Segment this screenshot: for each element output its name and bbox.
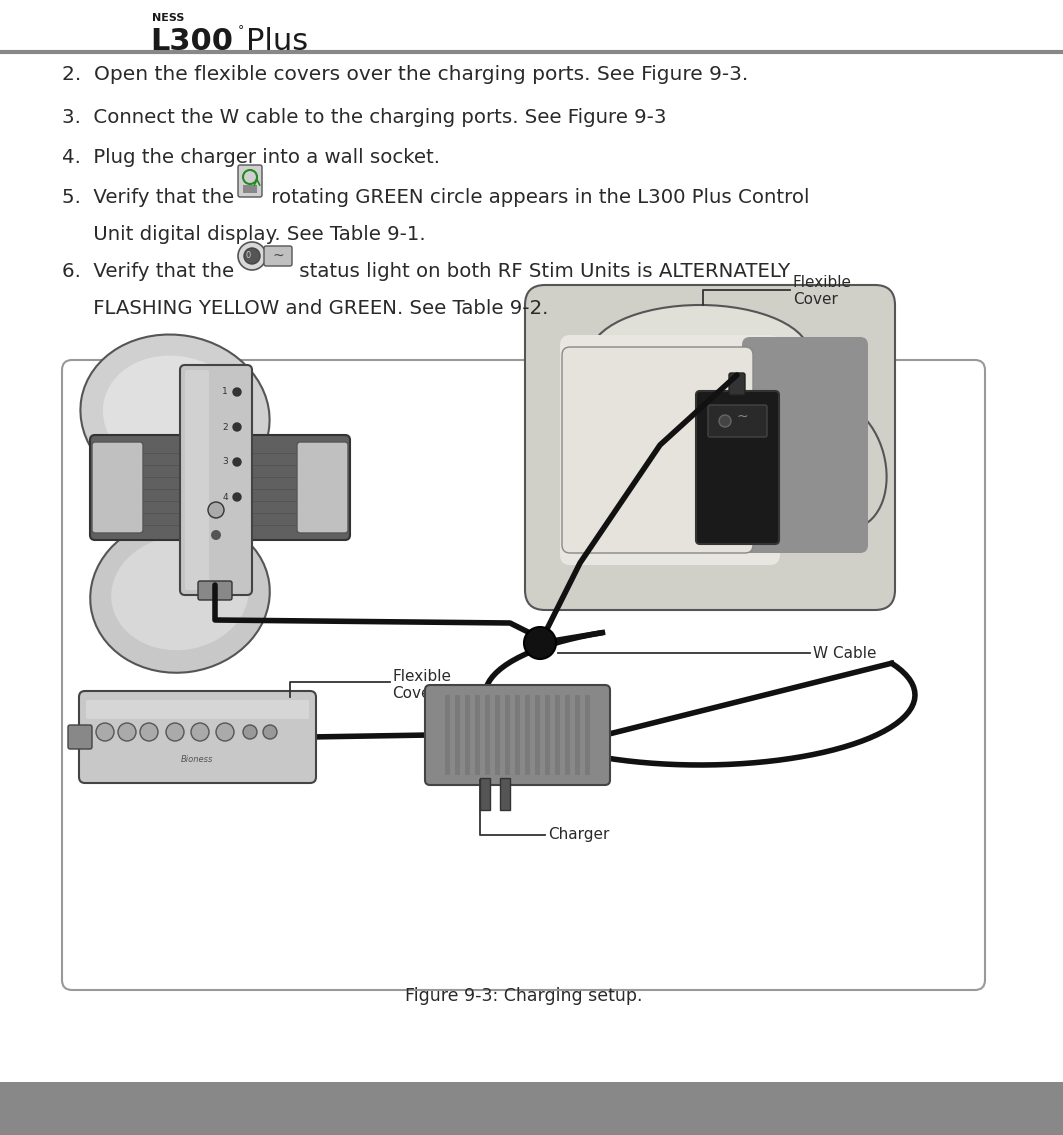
Circle shape [210,530,221,540]
Bar [545,695,550,775]
Bar [243,185,257,193]
FancyBboxPatch shape [708,405,767,437]
FancyBboxPatch shape [198,581,232,600]
FancyBboxPatch shape [68,725,92,749]
Text: User's Guide: User's Guide [195,1101,297,1116]
Text: NESS: NESS [152,12,184,23]
Bar [505,695,510,775]
FancyBboxPatch shape [297,442,348,533]
Circle shape [244,249,260,264]
Text: rotating GREEN circle appears in the L300 Plus Control: rotating GREEN circle appears in the L30… [265,188,810,207]
FancyBboxPatch shape [560,335,780,565]
Circle shape [263,725,277,739]
Text: 5.  Verify that the: 5. Verify that the [62,188,240,207]
FancyBboxPatch shape [525,285,895,609]
Text: FLASHING YELLOW and GREEN. See Table 9-2.: FLASHING YELLOW and GREEN. See Table 9-2… [62,299,549,318]
Bar [575,695,580,775]
Text: Flexible
Cover: Flexible Cover [793,275,853,308]
Bar [585,695,590,775]
Text: Unit digital display. See Table 9-1.: Unit digital display. See Table 9-1. [62,225,425,244]
FancyBboxPatch shape [425,686,610,785]
Ellipse shape [112,536,249,650]
Text: 1: 1 [222,387,227,396]
Text: 2.  Open the flexible covers over the charging ports. See Figure 9-3.: 2. Open the flexible covers over the cha… [62,65,748,84]
Text: °: ° [238,24,244,37]
Ellipse shape [793,401,887,529]
FancyBboxPatch shape [180,365,252,595]
Bar [500,777,510,810]
Bar [455,695,460,775]
Circle shape [233,459,241,466]
Bar [485,695,490,775]
Circle shape [719,415,731,427]
Text: ~: ~ [737,410,747,424]
Text: Bioness: Bioness [181,755,214,764]
Bar [566,695,570,775]
Bar [525,695,530,775]
FancyBboxPatch shape [90,435,350,540]
Circle shape [233,388,241,396]
Circle shape [96,723,114,741]
Text: status light on both RF Stim Units is ALTERNATELY: status light on both RF Stim Units is AL… [293,262,790,281]
Text: 92: 92 [62,1101,82,1116]
Ellipse shape [90,518,270,673]
Text: W Cable: W Cable [813,646,877,661]
Text: 3.  Connect the W cable to the charging ports. See Figure 9-3: 3. Connect the W cable to the charging p… [62,108,667,127]
Circle shape [233,493,241,501]
Bar [514,695,520,775]
Text: 0: 0 [246,252,251,261]
Text: Charger: Charger [549,827,609,842]
FancyBboxPatch shape [562,347,753,553]
Circle shape [140,723,158,741]
FancyBboxPatch shape [79,691,316,783]
Text: Figure 9-3: Charging setup.: Figure 9-3: Charging setup. [405,987,643,1004]
Text: 6.  Verify that the: 6. Verify that the [62,262,240,281]
Circle shape [524,627,556,659]
Text: 4: 4 [222,493,227,502]
Bar [495,695,500,775]
Circle shape [238,242,266,270]
Ellipse shape [103,355,247,474]
Text: L300: L300 [150,27,233,56]
FancyBboxPatch shape [86,700,309,718]
Bar [535,695,540,775]
FancyBboxPatch shape [62,360,985,990]
Ellipse shape [590,305,810,405]
Text: 2: 2 [222,422,227,431]
Bar [555,695,560,775]
FancyBboxPatch shape [92,442,144,533]
Text: 3: 3 [222,457,227,466]
Bar [445,695,450,775]
FancyBboxPatch shape [696,390,779,544]
Bar [0,1082,1063,1135]
FancyBboxPatch shape [264,246,292,266]
Circle shape [118,723,136,741]
Text: Plus: Plus [246,27,308,56]
Circle shape [191,723,209,741]
Ellipse shape [81,335,270,496]
Circle shape [166,723,184,741]
FancyBboxPatch shape [729,373,745,395]
FancyBboxPatch shape [742,337,868,553]
Text: Flexible
Cover: Flexible Cover [392,669,451,701]
Bar [475,695,480,775]
Circle shape [216,723,234,741]
Circle shape [208,502,224,518]
Circle shape [243,725,257,739]
Bar [465,695,470,775]
Text: 4.  Plug the charger into a wall socket.: 4. Plug the charger into a wall socket. [62,148,440,167]
Bar [480,777,490,810]
FancyBboxPatch shape [238,165,261,197]
Circle shape [233,423,241,431]
Text: ~: ~ [272,249,284,263]
FancyBboxPatch shape [185,370,209,590]
